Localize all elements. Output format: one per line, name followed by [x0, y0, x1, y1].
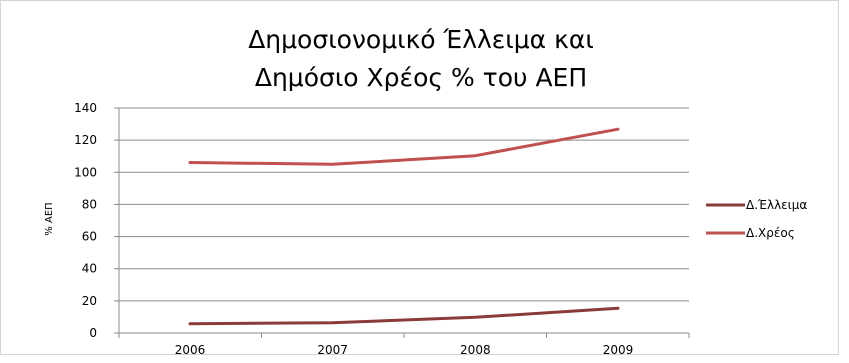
y-tick-label: 40 [82, 262, 97, 276]
x-tick-label: 2009 [603, 343, 634, 356]
y-axis-label: % ΑΕΠ [44, 202, 55, 235]
chart-title-line-2: Δημόσιο Χρέος % του ΑΕΠ [255, 63, 587, 92]
series-lines [190, 129, 618, 324]
x-tick-labels: 2006 2007 2008 2009 [175, 343, 634, 356]
y-tick-label: 100 [74, 165, 97, 179]
legend-label-2: Δ.Χρέος [746, 226, 795, 240]
x-tick-label: 2006 [175, 343, 206, 356]
x-tick-label: 2008 [460, 343, 491, 356]
y-tick-label: 60 [82, 230, 97, 244]
y-tick-label: 0 [89, 326, 97, 340]
x-tick-label: 2007 [317, 343, 348, 356]
series-line-1 [190, 308, 618, 324]
y-tick-label: 120 [74, 133, 97, 147]
y-tick-label: 20 [82, 294, 97, 308]
legend-label-1: Δ.Έλλειμα [746, 198, 807, 212]
y-tick-labels: 0 20 40 60 80 100 120 140 [74, 101, 97, 340]
series-line-2 [190, 129, 618, 164]
legend: Δ.Έλλειμα Δ.Χρέος [706, 198, 807, 240]
axes [114, 108, 689, 338]
chart-title-line-1: Δημοσιονομικό Έλλειμα και [248, 25, 594, 54]
y-tick-label: 140 [74, 101, 97, 115]
gridlines [119, 108, 689, 301]
line-chart: Δημοσιονομικό Έλλειμα και Δημόσιο Χρέος … [1, 1, 840, 356]
y-tick-label: 80 [82, 197, 97, 211]
chart-frame: Δημοσιονομικό Έλλειμα και Δημόσιο Χρέος … [0, 0, 839, 355]
